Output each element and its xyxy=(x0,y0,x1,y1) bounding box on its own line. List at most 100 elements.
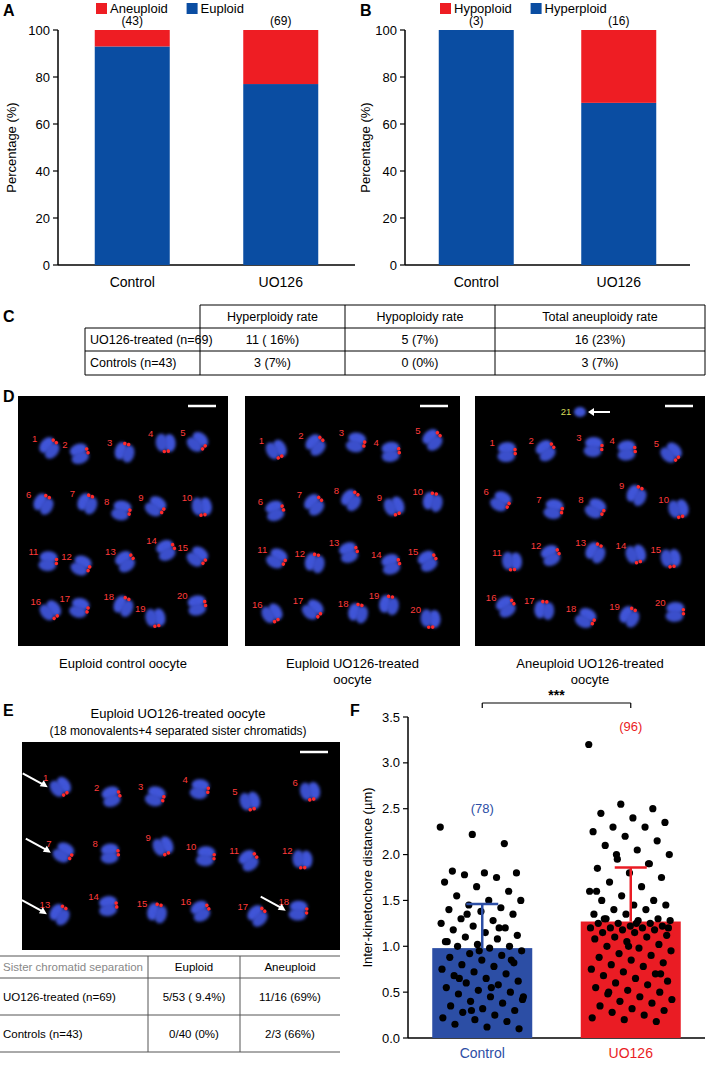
y-tick xyxy=(403,946,408,947)
y-axis xyxy=(57,30,59,265)
point xyxy=(654,837,661,844)
plot-area xyxy=(432,741,681,1038)
table-line xyxy=(495,305,496,375)
chromosome-label: 18 xyxy=(278,896,289,907)
y-axis-label: Inter-kinetochore distance (µm) xyxy=(360,787,375,967)
table-cell: 3 (7%) xyxy=(254,356,291,370)
point xyxy=(599,929,606,936)
chromosome xyxy=(150,833,177,859)
kinetochore xyxy=(507,501,512,506)
y-tick xyxy=(53,170,58,171)
point xyxy=(636,993,643,1000)
point xyxy=(506,943,513,950)
image-background xyxy=(18,396,228,646)
image-background xyxy=(475,396,705,646)
chromosome-label: 19 xyxy=(135,603,146,614)
point xyxy=(586,888,593,895)
point xyxy=(631,929,638,936)
y-tick xyxy=(403,716,408,717)
micrograph: 1234567891011121314151617181920 xyxy=(18,396,228,646)
table-cell: 5 (7%) xyxy=(402,333,439,347)
chromosome-label: 15 xyxy=(178,542,189,553)
n-label: (3) xyxy=(469,14,484,28)
kinetochore xyxy=(640,486,645,491)
kinetochore xyxy=(551,445,556,450)
point xyxy=(443,984,450,991)
kinetochore xyxy=(315,614,320,619)
chromosome-label: 7 xyxy=(297,489,302,500)
kinetochore xyxy=(212,853,216,857)
chromosome-label: 20 xyxy=(177,590,188,601)
chromosome-label: 14 xyxy=(146,535,157,546)
kinetochore xyxy=(438,433,443,438)
point xyxy=(488,984,495,991)
chromosome-arm xyxy=(153,904,169,924)
chromosome-label: 13 xyxy=(105,546,116,557)
y-tick xyxy=(403,854,408,855)
kinetochore xyxy=(316,553,320,557)
error-bar-stem xyxy=(481,904,484,948)
table-line xyxy=(0,1015,340,1016)
chromosome-label: 2 xyxy=(528,435,533,446)
chromosome-label: 7 xyxy=(536,494,541,505)
kinetochore xyxy=(636,484,641,489)
point xyxy=(589,828,596,835)
bar xyxy=(243,30,318,84)
kinetochore xyxy=(126,442,130,446)
kinetochore xyxy=(206,906,211,911)
table-line xyxy=(0,956,340,957)
image-caption: Euploid UO126-treatedoocyte xyxy=(286,656,419,687)
point xyxy=(520,993,527,1000)
chromosome xyxy=(30,490,57,517)
chromosome xyxy=(623,542,648,567)
chromosome xyxy=(534,599,555,620)
point xyxy=(501,840,508,847)
table-cell: 16 (23%) xyxy=(575,333,626,347)
chromosome-label: 13 xyxy=(329,537,340,548)
point xyxy=(489,917,496,924)
chromosome xyxy=(258,600,285,627)
chromosome-label: 10 xyxy=(413,486,424,497)
kinetochore xyxy=(127,512,131,516)
legend-swatch xyxy=(187,3,198,14)
kinetochore xyxy=(673,457,678,462)
legend-swatch xyxy=(96,3,107,14)
y-axis xyxy=(407,717,409,1038)
y-tick xyxy=(400,123,405,124)
kinetochore xyxy=(162,450,166,454)
point xyxy=(444,938,451,945)
kinetochore xyxy=(159,510,164,515)
chromosome xyxy=(189,778,211,800)
point xyxy=(585,741,592,748)
table-line xyxy=(148,956,149,1052)
x-tick-label: Control xyxy=(454,274,499,290)
n-label: (69) xyxy=(270,14,291,28)
y-tick-label: 80 xyxy=(383,70,397,85)
scale-bar xyxy=(188,405,216,408)
point xyxy=(622,911,629,918)
y-tick xyxy=(403,808,408,809)
chromosome-label: 14 xyxy=(371,549,382,560)
point xyxy=(495,981,502,988)
kinetochore xyxy=(116,790,121,795)
point xyxy=(438,966,445,973)
kinetochore xyxy=(84,447,89,452)
point xyxy=(513,869,520,876)
bar xyxy=(581,922,681,1038)
x-tick-label: UO126 xyxy=(259,274,304,290)
error-bar-stem xyxy=(630,867,633,921)
point xyxy=(664,978,671,985)
chromosome-arm xyxy=(537,444,559,464)
point xyxy=(468,1007,475,1014)
point xyxy=(470,968,477,975)
kinetochore xyxy=(600,448,604,452)
arrow xyxy=(23,773,45,785)
point xyxy=(591,935,598,942)
chromosome-label: 20 xyxy=(410,604,421,615)
point xyxy=(660,959,667,966)
kinetochore xyxy=(254,855,259,860)
table-row-label: UO126-treated (n=69) xyxy=(90,333,213,347)
point xyxy=(608,961,615,968)
kinetochore xyxy=(541,600,545,604)
point xyxy=(457,915,464,922)
